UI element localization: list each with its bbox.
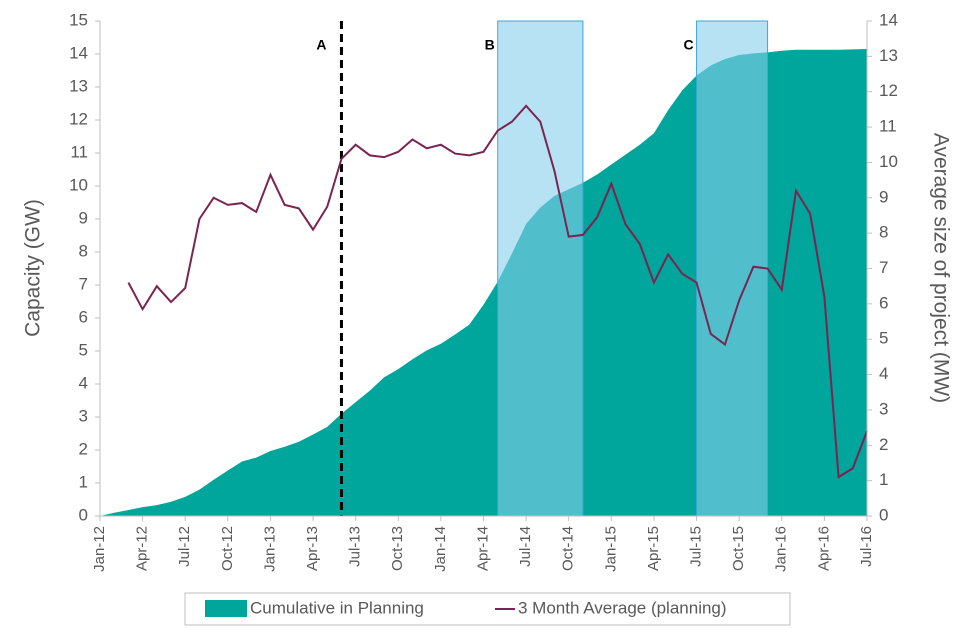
legend-swatch <box>205 600 247 617</box>
y-tick-label: 11 <box>70 142 88 161</box>
y-tick-label: 3 <box>79 406 88 425</box>
y2-tick-label: 4 <box>879 364 888 383</box>
shaded-region <box>696 20 769 517</box>
y-tick-label: 7 <box>79 274 88 293</box>
x-tick-label: Oct-15 <box>730 526 747 571</box>
y-tick-label: 1 <box>79 472 88 491</box>
x-tick-label: Jul-14 <box>517 526 534 567</box>
marker-label: A <box>316 37 326 53</box>
x-tick-label: Jan-15 <box>602 526 619 572</box>
y2-axis-title: Average size of project (MW) <box>929 133 952 403</box>
y-tick-label: 10 <box>69 175 88 194</box>
y2-tick-label: 5 <box>879 329 888 348</box>
y-tick-label: 9 <box>79 208 88 227</box>
region-label: C <box>683 37 693 53</box>
legend-label: 3 Month Average (planning) <box>518 598 727 617</box>
x-tick-label: Jul-16 <box>858 526 875 567</box>
y-tick-label: 5 <box>79 340 88 359</box>
y2-tick-label: 13 <box>879 46 898 65</box>
x-tick-label: Apr-13 <box>304 526 321 571</box>
y-tick-label: 6 <box>79 307 88 326</box>
x-tick-label: Apr-12 <box>134 526 151 571</box>
x-tick-label: Jan-13 <box>261 526 278 572</box>
x-tick-label: Oct-14 <box>560 526 577 571</box>
x-tick-label: Oct-13 <box>389 526 406 571</box>
y2-tick-label: 12 <box>879 81 898 100</box>
y2-tick-label: 14 <box>879 10 898 29</box>
y2-tick-label: 7 <box>879 258 888 277</box>
x-tick-label: Jul-13 <box>347 526 364 567</box>
x-tick-label: Oct-12 <box>219 526 236 571</box>
y2-tick-label: 9 <box>879 187 888 206</box>
area <box>100 49 867 517</box>
y2-tick-label: 2 <box>879 435 888 454</box>
y2-tick-label: 11 <box>879 117 897 136</box>
region-label: B <box>485 37 495 53</box>
y2-tick-label: 3 <box>879 399 888 418</box>
y2-tick-label: 6 <box>879 293 888 312</box>
x-tick-label: Jan-16 <box>773 526 790 572</box>
x-tick-label: Apr-14 <box>474 526 491 571</box>
y-tick-label: 8 <box>79 241 88 260</box>
y-tick-label: 13 <box>69 76 88 95</box>
x-tick-label: Jul-12 <box>176 526 193 567</box>
legend-label: Cumulative in Planning <box>250 598 424 617</box>
y-tick-label: 4 <box>79 373 88 392</box>
y2-tick-label: 0 <box>879 505 888 524</box>
x-tick-label: Jul-15 <box>688 526 705 567</box>
x-tick-label: Apr-15 <box>645 526 662 571</box>
y2-tick-label: 8 <box>879 223 888 242</box>
shaded-region <box>497 20 584 517</box>
x-tick-label: Jan-14 <box>432 526 449 572</box>
line <box>127 104 868 479</box>
y-tick-label: 15 <box>69 10 88 29</box>
x-tick-label: Jan-12 <box>91 526 108 572</box>
y-tick-label: 2 <box>79 439 88 458</box>
y-axis-title: Capacity (GW) <box>22 199 45 337</box>
y-tick-label: 0 <box>79 505 88 524</box>
y2-tick-label: 1 <box>879 470 888 489</box>
legend-box <box>184 592 791 626</box>
y-tick-label: 14 <box>69 43 88 62</box>
y-tick-label: 12 <box>69 109 88 128</box>
y2-tick-label: 10 <box>879 152 898 171</box>
x-tick-label: Apr-16 <box>815 526 832 571</box>
